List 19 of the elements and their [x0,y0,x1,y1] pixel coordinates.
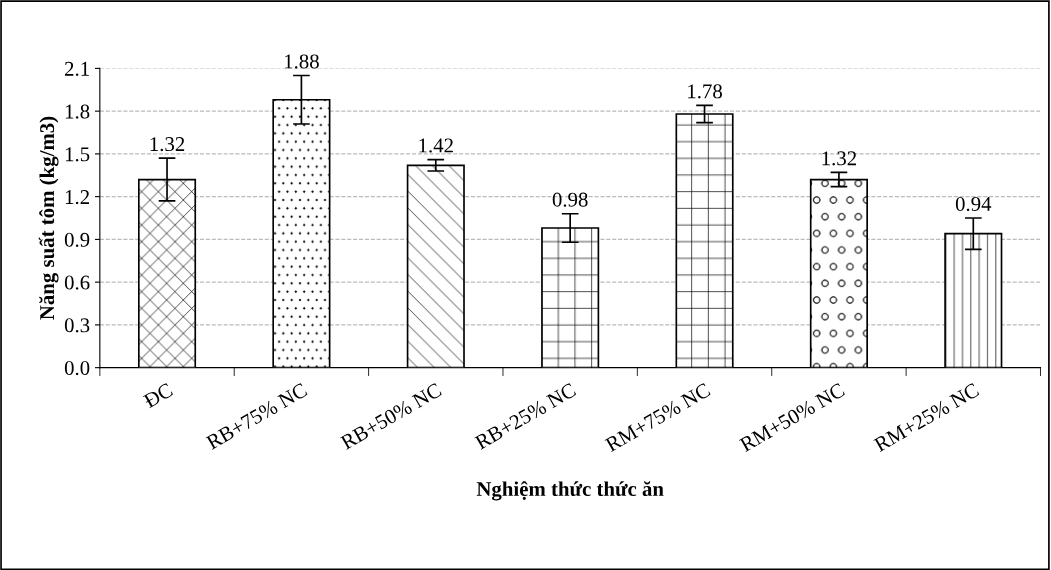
data-label: 0.94 [955,196,992,212]
data-label: 1.88 [285,54,319,69]
data-label: 1.32 [150,137,185,152]
y-tick-label: 0.0 [64,361,90,376]
y-tick-label: 0.9 [64,232,90,247]
y-tick-label: 1.2 [65,190,89,205]
y-tick-label: 0.6 [64,275,90,290]
x-tick-label: ĐC [142,382,174,409]
y-tick-label: 2.1 [65,61,89,76]
bar [406,164,465,368]
data-label: 1.32 [822,151,856,166]
x-axis-title: Nghiệm thức thức ăn [476,481,664,501]
data-label: 0.98 [552,192,588,207]
y-tick-label: 0.3 [64,318,90,333]
y-tick-label: 1.8 [65,104,90,119]
data-label: 1.78 [688,84,722,99]
data-label: 1.42 [419,138,453,153]
y-tick-label: 1.5 [65,147,90,162]
y-axis-title: Năng suất tôm (kg/m3) [38,116,59,320]
